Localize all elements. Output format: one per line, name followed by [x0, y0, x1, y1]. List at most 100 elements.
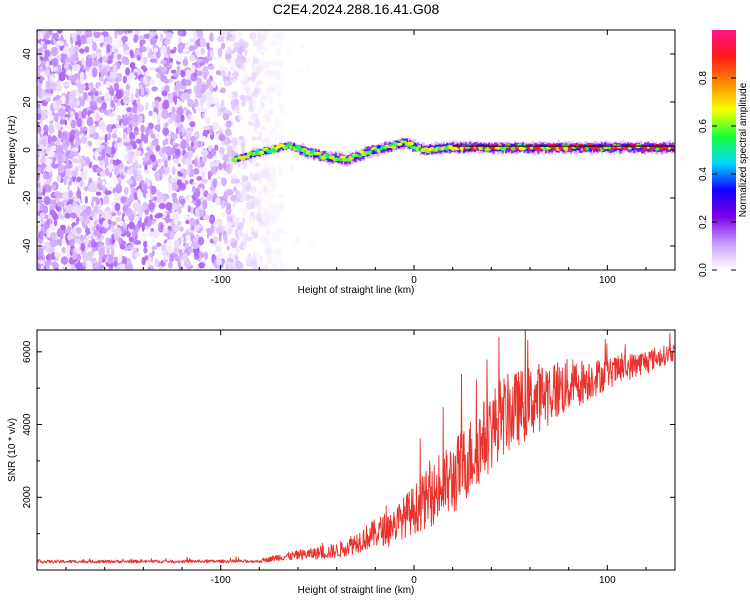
noise-speckle [122, 116, 129, 126]
noise-speckle [269, 109, 273, 116]
noise-speckle [273, 249, 281, 256]
noise-speckle [196, 161, 201, 169]
noise-speckle [200, 47, 205, 55]
noise-speckle [37, 30, 41, 41]
noise-speckle [139, 39, 146, 45]
noise-speckle [161, 243, 165, 252]
noise-speckle [206, 229, 213, 235]
noise-speckle [134, 92, 140, 99]
noise-speckle [140, 65, 147, 71]
noise-speckle [269, 177, 273, 187]
noise-speckle [218, 133, 226, 142]
noise-speckle [265, 72, 273, 78]
noise-speckle [89, 125, 96, 135]
noise-speckle [274, 151, 280, 158]
noise-speckle [208, 214, 216, 225]
noise-speckle [90, 211, 95, 218]
noise-speckle [201, 113, 206, 118]
noise-speckle [168, 231, 175, 240]
noise-speckle [269, 178, 277, 185]
noise-speckle [208, 84, 214, 90]
colorbar: 0.0 0.2 0.4 0.6 0.8 Normalized spectral ampl… [698, 30, 749, 277]
noise-speckle [270, 236, 275, 242]
noise-speckle [37, 57, 41, 67]
noise-speckle [39, 75, 43, 84]
noise-speckle [57, 213, 63, 218]
noise-speckle [162, 111, 170, 119]
noise-speckle [141, 222, 145, 232]
spectrogram-y-tick-label: -20 [22, 190, 33, 205]
noise-speckle [55, 121, 62, 130]
noise-speckle [262, 163, 270, 173]
noise-speckle [177, 220, 182, 226]
noise-speckle [258, 40, 264, 51]
noise-speckle [98, 120, 106, 130]
ridge-peak-blob [338, 159, 343, 162]
noise-speckle [156, 123, 161, 133]
noise-speckle [145, 192, 150, 200]
noise-speckle [64, 119, 68, 126]
noise-speckle [145, 101, 149, 111]
noise-speckle [143, 240, 148, 248]
noise-speckle [74, 112, 79, 121]
noise-speckle [181, 259, 185, 267]
noise-speckle [277, 227, 285, 236]
noise-speckle [47, 150, 55, 158]
noise-speckle [197, 140, 202, 148]
noise-speckle [192, 181, 196, 187]
noise-speckle [265, 86, 273, 95]
noise-speckle [221, 177, 227, 187]
noise-speckle [56, 201, 64, 207]
noise-speckle [74, 132, 79, 141]
noise-speckle [277, 102, 285, 108]
noise-speckle [194, 98, 199, 108]
noise-speckle [142, 76, 148, 85]
noise-speckle [119, 240, 127, 246]
noise-speckle [232, 42, 239, 47]
noise-speckle [141, 157, 150, 162]
noise-speckle [203, 190, 209, 198]
noise-speckle [263, 71, 268, 77]
noise-speckle [251, 92, 256, 98]
noise-speckle [163, 254, 170, 261]
noise-speckle [158, 202, 166, 210]
noise-speckle [188, 45, 196, 52]
noise-speckle [252, 233, 259, 240]
noise-speckle [37, 125, 42, 134]
noise-speckle [213, 221, 219, 228]
noise-speckle [226, 202, 232, 211]
noise-speckle [69, 135, 75, 142]
noise-speckle [186, 133, 191, 143]
noise-speckle [271, 207, 277, 218]
noise-speckle [43, 196, 51, 206]
noise-speckle [93, 31, 101, 39]
noise-speckle [237, 90, 243, 95]
ridge-peak-blob [672, 147, 675, 152]
noise-speckle [48, 214, 53, 220]
noise-speckle [126, 208, 133, 217]
noise-speckle [144, 255, 149, 261]
noise-speckle [273, 57, 278, 65]
noise-speckle [103, 156, 109, 164]
noise-speckle [174, 175, 180, 181]
noise-speckle [255, 212, 263, 222]
noise-speckle [223, 109, 231, 114]
noise-speckle [111, 212, 117, 217]
noise-speckle [273, 153, 280, 158]
noise-speckle [161, 146, 166, 154]
noise-speckle [232, 78, 237, 83]
noise-speckle [265, 60, 270, 67]
noise-speckle [118, 236, 122, 245]
noise-speckle [161, 211, 167, 219]
noise-speckle [235, 178, 240, 184]
noise-speckle [124, 58, 130, 65]
noise-speckle [55, 84, 63, 92]
noise-speckle [150, 265, 155, 270]
noise-speckle [115, 183, 123, 194]
noise-speckle [174, 96, 177, 105]
noise-speckle [134, 224, 139, 234]
noise-speckle [68, 91, 76, 101]
noise-speckle [54, 112, 59, 123]
snr-x-axis-label: Height of straight line (km) [298, 585, 415, 596]
noise-speckle [279, 265, 284, 270]
